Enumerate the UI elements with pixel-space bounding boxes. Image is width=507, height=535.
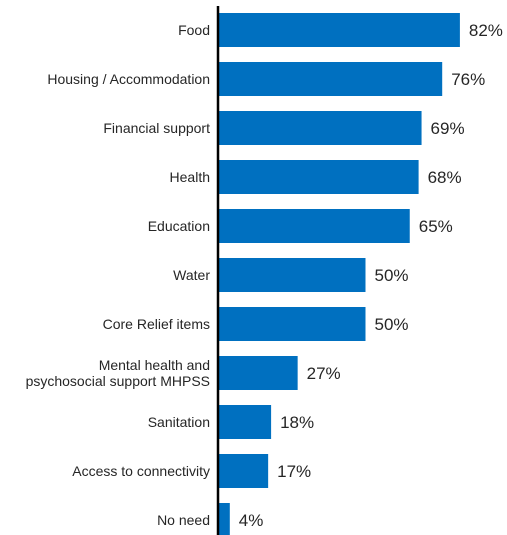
bar-10 [218, 503, 230, 535]
bars-group [218, 13, 460, 535]
category-label-5: Water [173, 267, 210, 283]
category-label-8: Sanitation [148, 414, 210, 430]
category-label-9: Access to connectivity [72, 463, 210, 479]
value-label-3: 68% [428, 168, 462, 187]
bar-4 [218, 209, 410, 243]
value-label-6: 50% [375, 315, 409, 334]
bar-6 [218, 307, 366, 341]
category-label-2: Financial support [103, 120, 210, 136]
category-labels-group: Food Housing / Accommodation Financial sup… [26, 22, 211, 528]
category-label-1: Housing / Accommodation [47, 71, 210, 87]
value-label-1: 76% [451, 70, 485, 89]
value-label-4: 65% [419, 217, 453, 236]
bar-5 [218, 258, 366, 292]
value-label-2: 69% [431, 119, 465, 138]
category-label-6: Core Relief items [103, 316, 210, 332]
value-labels-group: 82% 76% 69% 68% 65% 50% 50% 27% 18% 17% 4% [239, 21, 503, 530]
category-label-0: Food [178, 22, 210, 38]
bar-9 [218, 454, 269, 488]
category-label-3: Health [170, 169, 210, 185]
bar-3 [218, 160, 419, 194]
value-label-9: 17% [277, 462, 311, 481]
category-label-7: Mental health and psychosocial support MH… [26, 357, 210, 389]
value-label-8: 18% [280, 413, 314, 432]
category-label-10: No need [157, 512, 210, 528]
bar-7 [218, 356, 298, 390]
value-label-0: 82% [469, 21, 503, 40]
bar-8 [218, 405, 272, 439]
bar-1 [218, 62, 443, 96]
category-label-4: Education [148, 218, 210, 234]
value-label-7: 27% [307, 364, 341, 383]
value-label-5: 50% [375, 266, 409, 285]
bar-0 [218, 13, 460, 47]
value-label-10: 4% [239, 511, 264, 530]
bar-2 [218, 111, 422, 145]
